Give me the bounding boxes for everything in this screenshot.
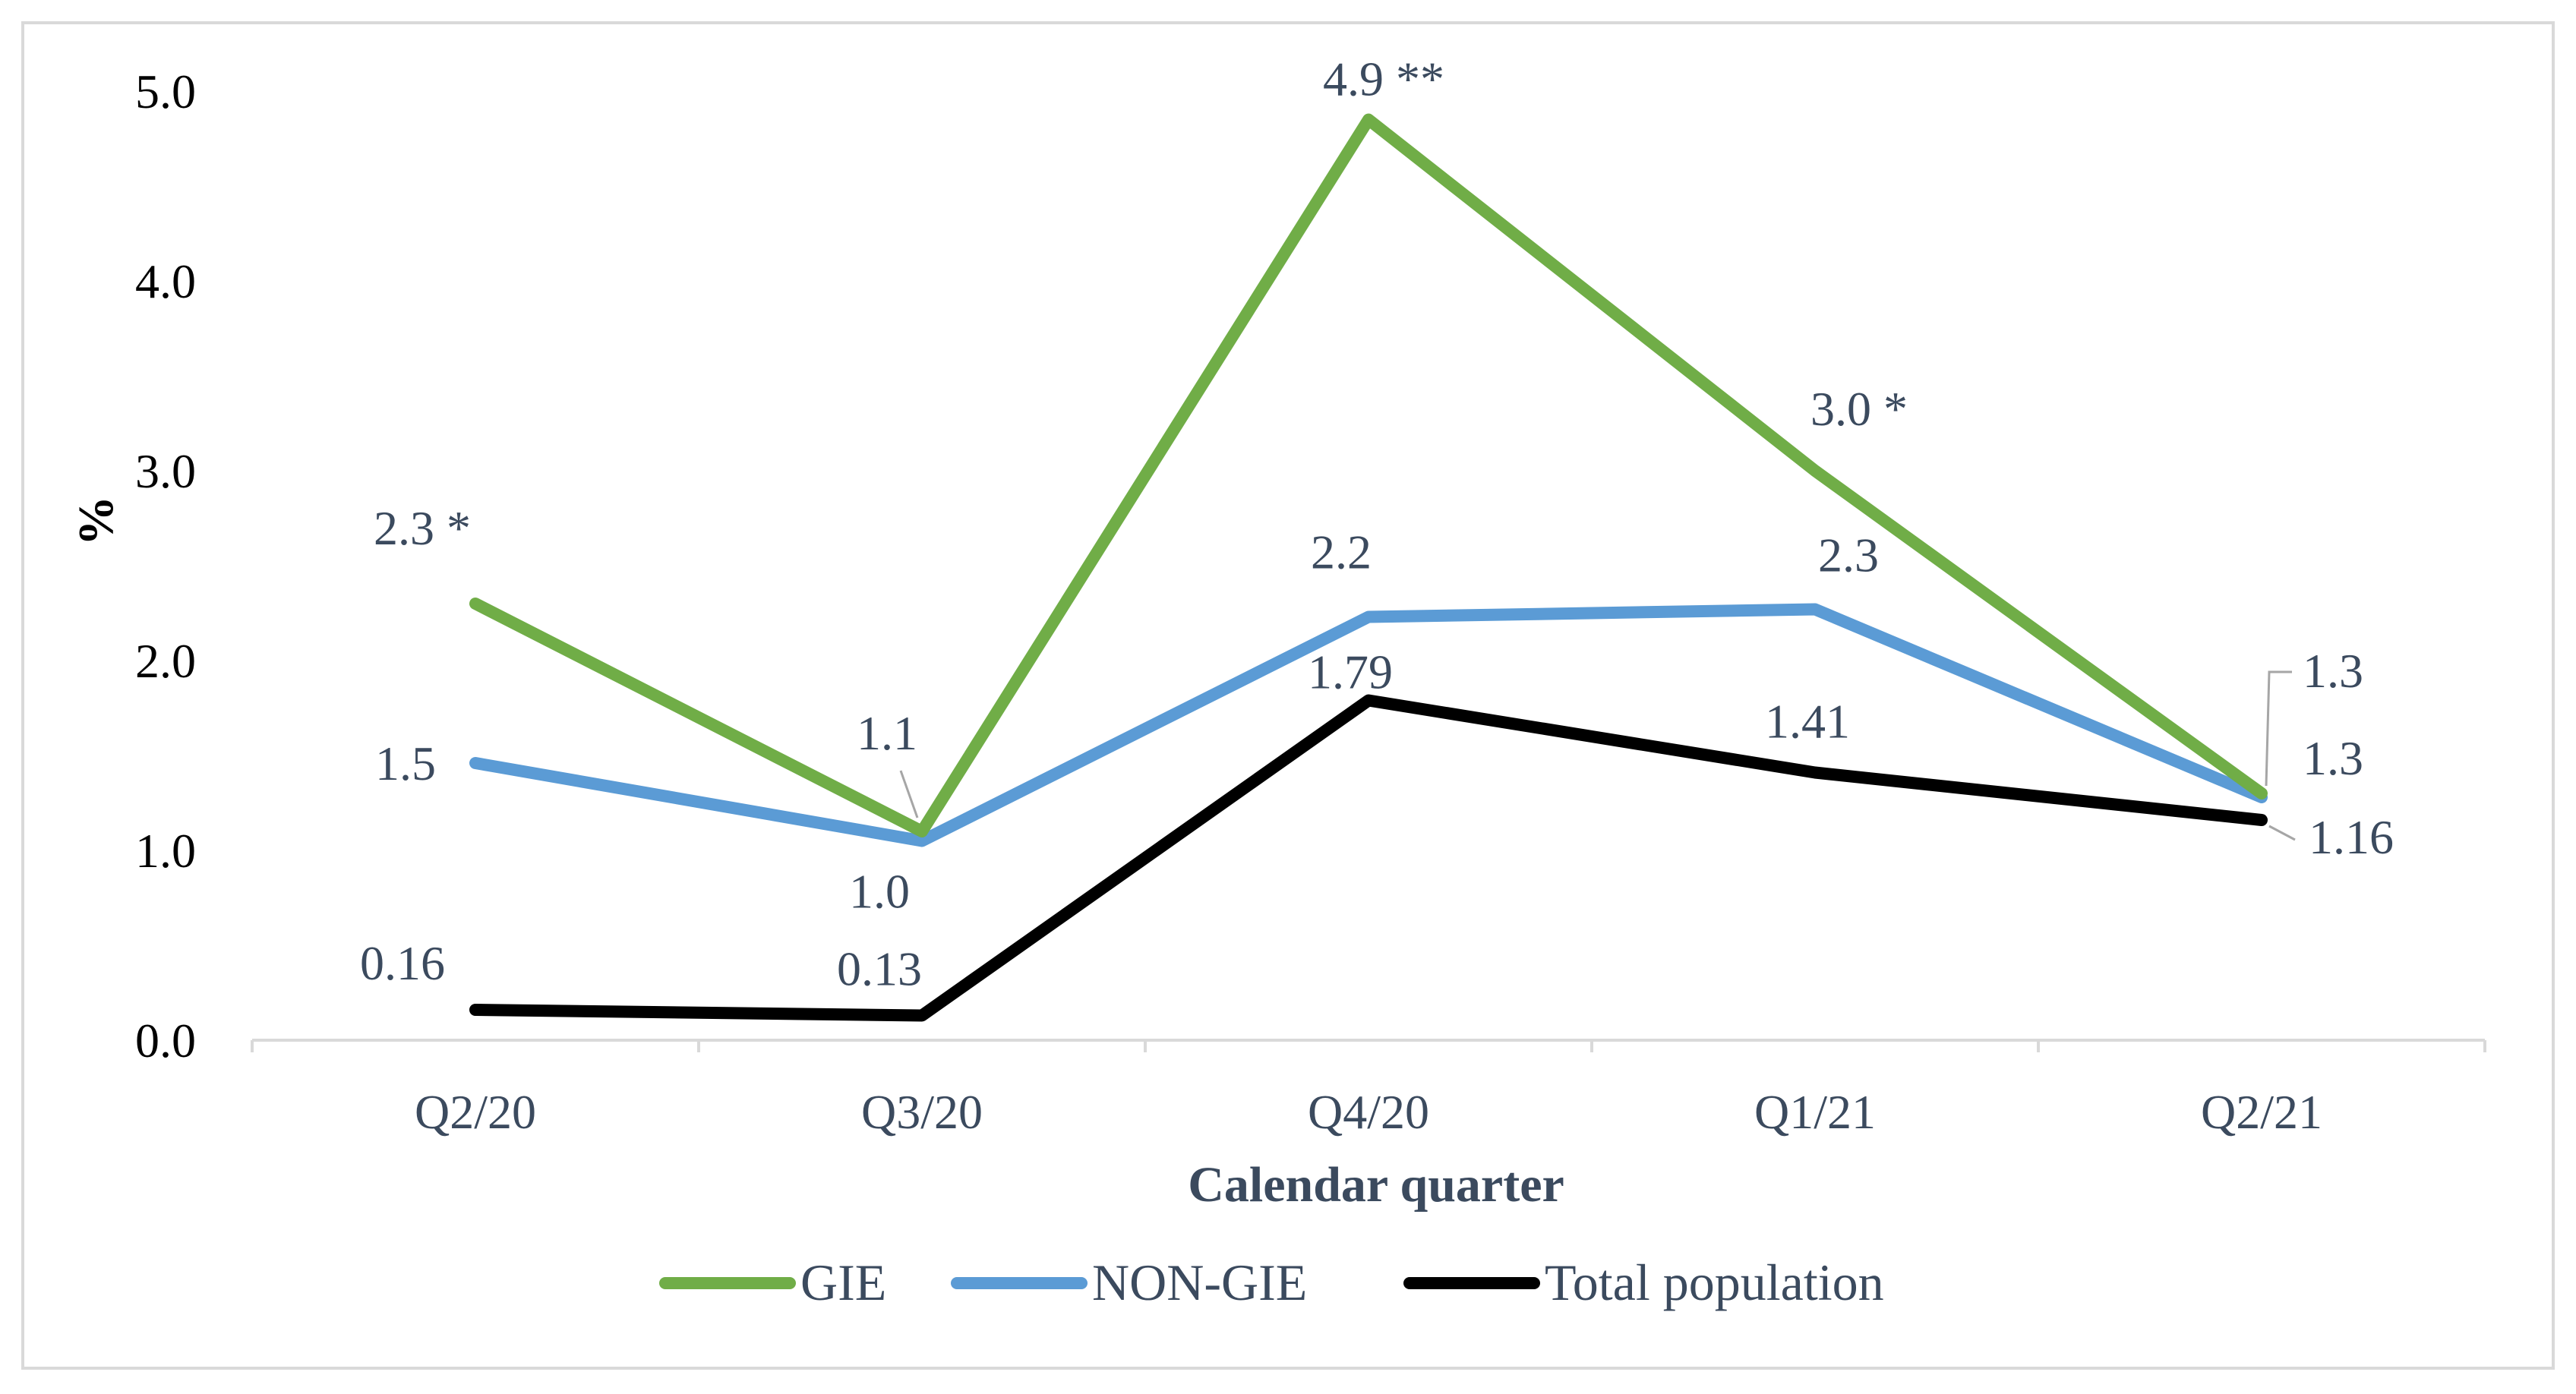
data-label: 1.5 bbox=[375, 736, 436, 790]
x-tick-label: Q2/20 bbox=[415, 1085, 536, 1139]
legend: GIE NON-GIE Total population bbox=[659, 1254, 1884, 1311]
legend-label: GIE bbox=[800, 1254, 886, 1311]
data-label: 1.79 bbox=[1308, 645, 1393, 699]
series-lines bbox=[469, 113, 2268, 1022]
leader-line bbox=[899, 770, 919, 818]
x-axis-tick-labels: Q2/20 Q3/20 Q4/20 Q1/21 Q2/21 bbox=[415, 1085, 2322, 1139]
series-line-gie bbox=[469, 113, 2268, 837]
x-axis-title: Calendar quarter bbox=[1188, 1157, 1564, 1213]
series-line-non-gie bbox=[469, 603, 2268, 847]
x-axis bbox=[251, 1039, 2486, 1052]
data-label: 1.3 bbox=[2303, 644, 2363, 698]
y-tick-label: 3.0 bbox=[135, 444, 196, 498]
data-label: 2.3 * bbox=[374, 501, 471, 555]
data-label: 1.1 bbox=[857, 706, 917, 760]
x-tick-label: Q2/21 bbox=[2201, 1085, 2322, 1139]
leader-line bbox=[2268, 825, 2296, 841]
leader-line bbox=[2265, 670, 2292, 787]
data-label: 0.13 bbox=[837, 942, 922, 996]
y-tick-label: 5.0 bbox=[135, 65, 196, 118]
y-tick-label: 1.0 bbox=[135, 824, 196, 878]
x-tick-label: Q3/20 bbox=[861, 1085, 983, 1139]
data-label: 1.16 bbox=[2309, 810, 2394, 864]
series-line-total-population bbox=[469, 694, 2268, 1022]
y-tick-label: 2.0 bbox=[135, 634, 196, 688]
data-label: 4.9 ** bbox=[1323, 52, 1444, 106]
legend-label: NON-GIE bbox=[1092, 1254, 1307, 1311]
data-label: 0.16 bbox=[360, 936, 445, 990]
data-label: 1.0 bbox=[849, 865, 910, 919]
data-label: 2.3 bbox=[1818, 528, 1879, 582]
x-tick-label: Q1/21 bbox=[1754, 1085, 1876, 1139]
x-tick-label: Q4/20 bbox=[1308, 1085, 1429, 1139]
legend-label: Total population bbox=[1545, 1254, 1884, 1311]
y-tick-label: 4.0 bbox=[135, 254, 196, 308]
y-axis-title: % bbox=[68, 496, 124, 546]
data-label: 1.3 bbox=[2303, 731, 2363, 785]
y-axis-ticks: 0.0 1.0 2.0 3.0 4.0 5.0 bbox=[135, 65, 196, 1068]
data-label: 2.2 bbox=[1311, 525, 1372, 579]
y-tick-label: 0.0 bbox=[135, 1014, 196, 1068]
label-leader-lines bbox=[899, 670, 2296, 841]
data-labels: 2.3 * 1.1 4.9 ** 3.0 * 1.3 1.5 1.0 2.2 2.3 1.3 0.1… bbox=[360, 52, 2394, 996]
data-label: 1.41 bbox=[1765, 695, 1850, 749]
data-label: 3.0 * bbox=[1810, 382, 1908, 436]
